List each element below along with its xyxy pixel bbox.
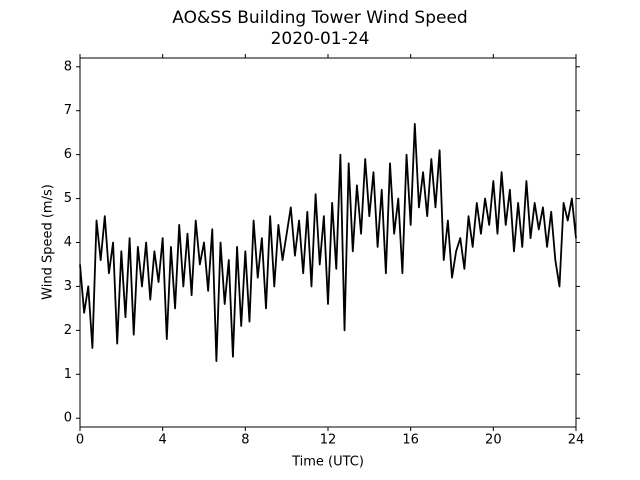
y-tick-label: 1 [64, 367, 72, 382]
plot-frame [79, 57, 577, 428]
x-tick-label: 12 [320, 433, 337, 448]
x-tick-label: 16 [402, 433, 419, 448]
chart-subtitle: 2020-01-24 [271, 29, 370, 49]
chart-title: AO&SS Building Tower Wind Speed [172, 8, 467, 28]
x-tick-label: 24 [568, 433, 585, 448]
y-tick-label: 0 [64, 411, 72, 426]
y-tick-label: 6 [64, 147, 72, 162]
y-tick-label: 4 [64, 235, 72, 250]
y-tick-label: 2 [64, 323, 72, 338]
y-axis-label: Wind Speed (m/s) [41, 184, 56, 300]
x-tick-label: 8 [241, 433, 249, 448]
y-tick-label: 7 [64, 103, 72, 118]
x-axis-label: Time (UTC) [291, 455, 364, 470]
x-tick-label: 4 [159, 433, 167, 448]
x-tick-label: 20 [485, 433, 502, 448]
y-tick-label: 5 [64, 191, 72, 206]
y-tick-label: 3 [64, 279, 72, 294]
wind-speed-line [79, 122, 577, 363]
x-tick-label: 0 [76, 433, 84, 448]
y-tick-label: 8 [64, 59, 72, 74]
